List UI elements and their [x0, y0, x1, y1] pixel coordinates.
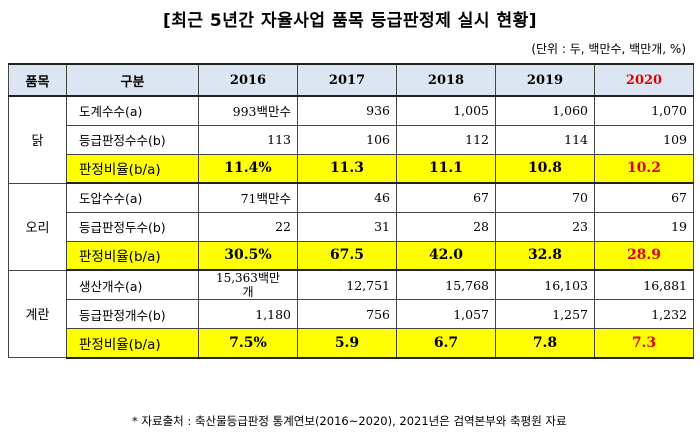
cell: 30.5%: [198, 240, 298, 271]
cell: 12,751: [297, 269, 397, 300]
table-row: 등급판정두수(b) 22 31 28 23 19: [9, 211, 694, 242]
header-year: 2019: [495, 63, 595, 97]
table-row: 닭 도계수수(a) 993백만수 936 1,005 1,060 1,070: [8, 95, 694, 184]
unit-note: (단위 : 두, 백만수, 백만개, %): [531, 42, 686, 56]
cell: 5.9: [297, 328, 397, 359]
header-category: 구분: [66, 63, 199, 97]
header-year-highlight: 2020: [594, 63, 694, 97]
cell: 993백만수: [198, 95, 298, 126]
cell: 32.8: [495, 240, 595, 271]
table-row: 계란 생산개수(a) 15,363백만 개 12,751 15,768 16,1…: [8, 269, 694, 358]
cell: 15,363백만 개: [198, 269, 298, 300]
cell: 112: [396, 124, 496, 155]
cell: 936: [297, 95, 397, 126]
row-label: 판정비율(b/a): [66, 153, 199, 184]
group-label: 오리: [8, 182, 67, 271]
cell: 11.4%: [198, 153, 298, 184]
cell: 28: [396, 211, 496, 242]
row-label: 도계수수(a): [66, 95, 199, 126]
cell: 1,232: [594, 299, 694, 329]
header-row: 품목 구분 2016 2017 2018 2019 2020: [8, 63, 694, 97]
cell: 71백만수: [198, 182, 298, 213]
ratio-row: 판정비율(b/a) 30.5% 67.5 42.0 32.8 28.9: [9, 240, 694, 271]
table-row: 등급판정수수(b) 113 106 112 114 109: [9, 124, 694, 155]
cell: 15,768: [396, 269, 496, 300]
cell: 46: [297, 182, 397, 213]
cell: 106: [297, 124, 397, 155]
cell: 6.7: [396, 328, 496, 359]
cell: 1,060: [495, 95, 595, 126]
cell: 11.1: [396, 153, 496, 184]
cell: 7.8: [495, 328, 595, 359]
cell: 23: [495, 211, 595, 242]
cell: 67: [396, 182, 496, 213]
cell: 22: [198, 211, 298, 242]
cell: 70: [495, 182, 595, 213]
grading-table: 품목 구분 2016 2017 2018 2019 2020 닭 도계수수(a)…: [8, 63, 694, 359]
header-year: 2018: [396, 63, 496, 97]
cell: 10.8: [495, 153, 595, 184]
cell: 109: [594, 124, 694, 155]
cell: 1,070: [594, 95, 694, 126]
cell: 16,103: [495, 269, 595, 300]
cell: 1,057: [396, 299, 496, 329]
source-note: * 자료출처 : 축산물등급판정 통계연보(2016~2020), 2021년은…: [132, 414, 567, 428]
cell: 67: [594, 182, 694, 213]
row-label: 등급판정수수(b): [66, 124, 199, 155]
table-row: 오리 도압수수(a) 71백만수 46 67 70 67: [8, 182, 694, 271]
row-label: 판정비율(b/a): [66, 328, 199, 359]
cell: 16,881: [594, 269, 694, 300]
cell: 1,005: [396, 95, 496, 126]
group-label: 계란: [8, 269, 67, 358]
row-label: 생산개수(a): [66, 269, 199, 300]
row-label: 판정비율(b/a): [66, 240, 199, 271]
page-title: [최근 5년간 자율사업 품목 등급판정제 실시 현황]: [162, 11, 538, 31]
cell: 1,257: [495, 299, 595, 329]
cell: 756: [297, 299, 397, 329]
row-label: 도압수수(a): [66, 182, 199, 213]
cell: 42.0: [396, 240, 496, 271]
cell: 114: [495, 124, 595, 155]
cell-highlight: 7.3: [594, 328, 694, 359]
cell: 1,180: [198, 299, 298, 329]
cell: 113: [198, 124, 298, 155]
cell-highlight: 28.9: [594, 240, 694, 271]
table-row: 등급판정개수(b) 1,180 756 1,057 1,257 1,232: [9, 299, 694, 329]
cell: 19: [594, 211, 694, 242]
row-label: 등급판정개수(b): [66, 299, 199, 329]
row-label: 등급판정두수(b): [66, 211, 199, 242]
cell-highlight: 10.2: [594, 153, 694, 184]
ratio-row: 판정비율(b/a) 7.5% 5.9 6.7 7.8 7.3: [9, 328, 694, 359]
cell: 31: [297, 211, 397, 242]
cell: 11.3: [297, 153, 397, 184]
cell: 67.5: [297, 240, 397, 271]
header-year: 2016: [198, 63, 298, 97]
ratio-row: 판정비율(b/a) 11.4% 11.3 11.1 10.8 10.2: [9, 153, 694, 184]
header-item: 품목: [8, 63, 67, 97]
group-label: 닭: [8, 95, 67, 184]
cell: 7.5%: [198, 328, 298, 359]
header-year: 2017: [297, 63, 397, 97]
